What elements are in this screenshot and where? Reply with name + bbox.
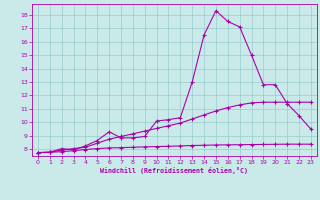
X-axis label: Windchill (Refroidissement éolien,°C): Windchill (Refroidissement éolien,°C) (100, 167, 248, 174)
